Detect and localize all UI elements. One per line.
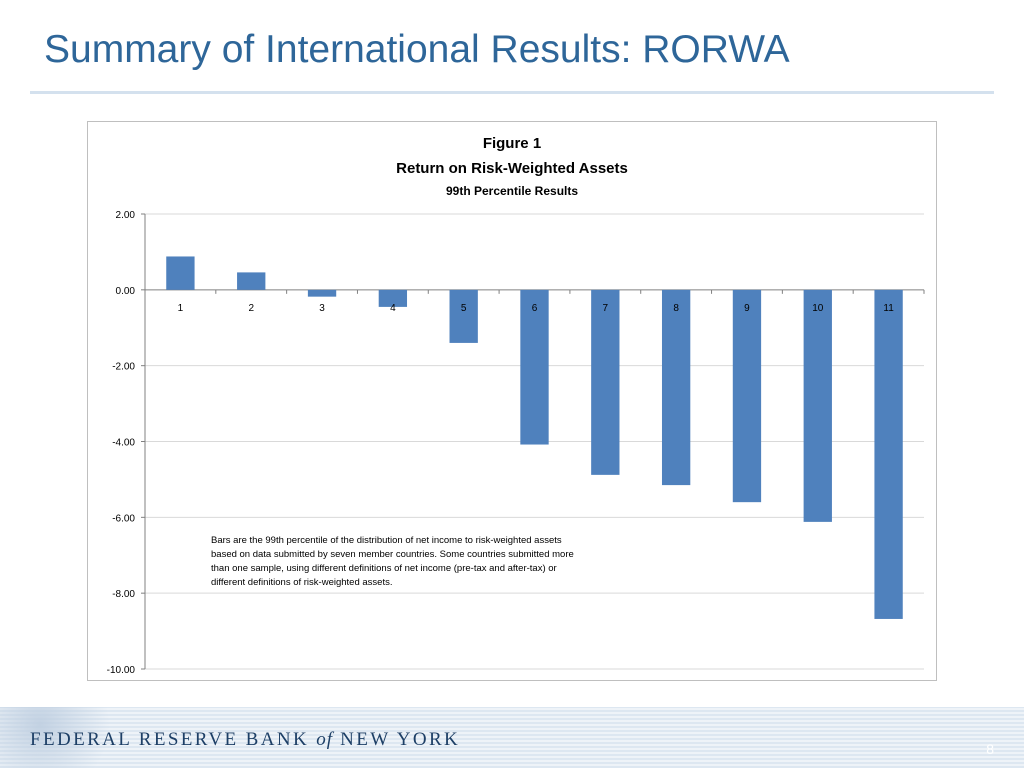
bar — [591, 289, 620, 475]
bar-chart: Figure 1 Return on Risk-Weighted Assets … — [107, 135, 925, 676]
bar — [874, 289, 903, 619]
x-tick-label: 6 — [532, 303, 538, 314]
bar — [661, 289, 691, 486]
footer-bank-part2: NEW YORK — [333, 729, 461, 750]
x-tick-label: 11 — [883, 303, 894, 314]
footer-band: FEDERAL RESERVE BANK of NEW YORK 8 — [0, 707, 1024, 768]
x-tick-label: 2 — [248, 303, 254, 314]
x-tick-label: 8 — [673, 303, 679, 314]
title-divider — [30, 91, 994, 94]
footer-bank-of: of — [316, 729, 333, 750]
chart-title: Figure 1 — [483, 135, 541, 152]
y-tick-label: -10.00 — [107, 665, 136, 676]
y-tick-label: -6.00 — [112, 513, 135, 524]
footer-bank-part1: FEDERAL RESERVE BANK — [30, 729, 317, 750]
slide-title: Summary of International Results: RORWA — [44, 28, 790, 71]
y-tick-label: -4.00 — [112, 438, 135, 449]
chart-annotation-line: Bars are the 99th percentile of the dist… — [211, 535, 562, 546]
bar — [732, 289, 762, 503]
y-tick-label: 0.00 — [116, 286, 136, 297]
bar — [237, 272, 266, 290]
x-tick-label: 4 — [390, 303, 396, 314]
page-number: 8 — [986, 741, 994, 757]
x-tick-label: 5 — [461, 303, 467, 314]
bar — [520, 289, 549, 445]
chart-subtitle: Return on Risk-Weighted Assets — [396, 160, 628, 177]
chart-subtitle-2: 99th Percentile Results — [446, 184, 578, 198]
x-tick-label: 7 — [603, 303, 609, 314]
x-tick-label: 9 — [744, 303, 750, 314]
bar — [166, 256, 195, 290]
bar — [803, 289, 832, 522]
bar — [378, 289, 408, 307]
footer-bank-name: FEDERAL RESERVE BANK of NEW YORK — [30, 729, 460, 751]
chart-annotation-line: based on data submitted by seven member … — [211, 549, 574, 560]
bar — [449, 289, 478, 343]
y-tick-label: 2.00 — [116, 210, 136, 221]
y-tick-label: -8.00 — [112, 589, 135, 600]
chart-frame: Figure 1 Return on Risk-Weighted Assets … — [87, 121, 937, 681]
x-tick-label: 3 — [319, 303, 325, 314]
x-tick-label: 1 — [178, 303, 184, 314]
seal-watermark — [0, 707, 140, 768]
chart-annotation-line: than one sample, using different definit… — [211, 563, 557, 574]
chart-annotation-line: different definitions of risk-weighted a… — [211, 577, 392, 588]
y-tick-label: -2.00 — [112, 362, 135, 373]
x-tick-label: 10 — [812, 303, 824, 314]
bar — [307, 289, 337, 297]
